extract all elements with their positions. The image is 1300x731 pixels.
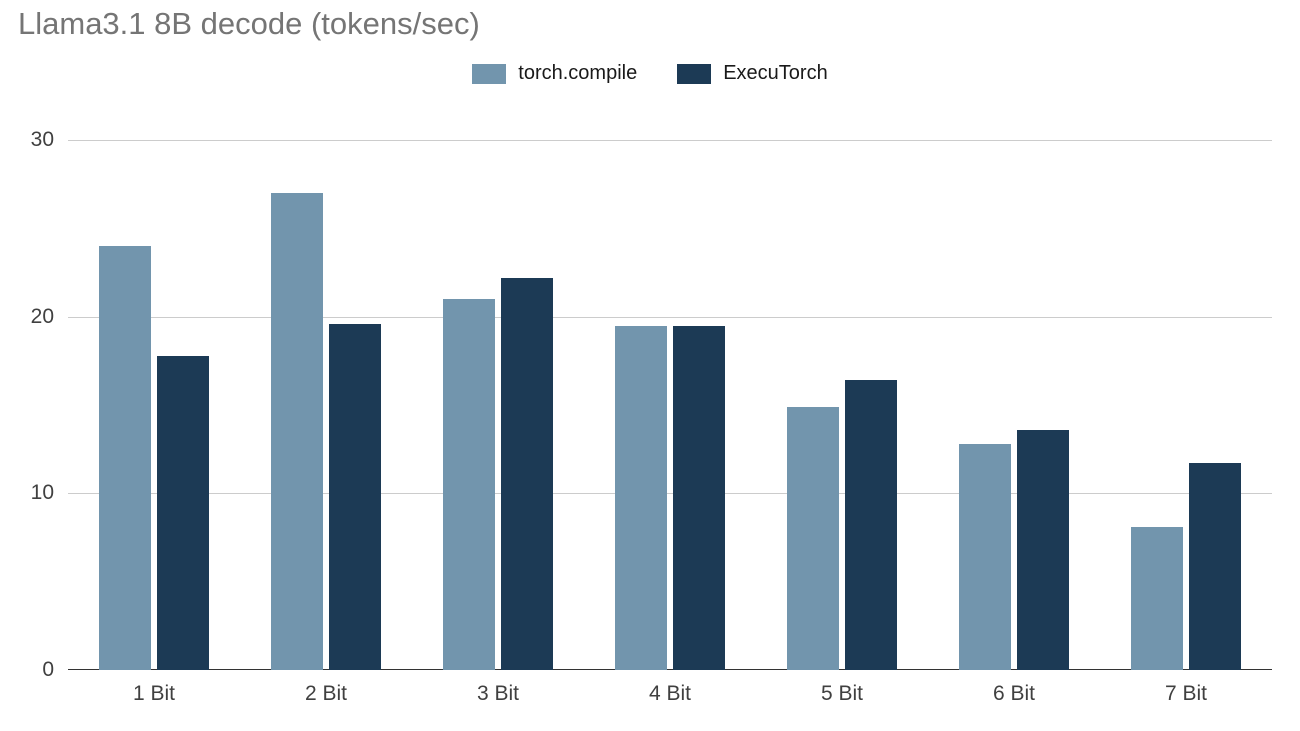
bar [1189, 463, 1241, 670]
bar [787, 407, 839, 670]
bar [157, 356, 209, 670]
bar-group: 4 Bit [584, 140, 756, 670]
y-tick-label: 10 [31, 481, 68, 505]
bar-group: 7 Bit [1100, 140, 1272, 670]
legend-item-0: torch.compile [472, 62, 637, 85]
bar [959, 444, 1011, 670]
chart-legend: torch.compile ExecuTorch [0, 62, 1300, 89]
legend-item-1: ExecuTorch [677, 62, 828, 85]
bar [99, 246, 151, 670]
bar [329, 324, 381, 670]
legend-swatch-0 [472, 64, 506, 84]
legend-label-0: torch.compile [518, 62, 637, 85]
x-tick-label: 4 Bit [649, 670, 691, 706]
x-tick-label: 1 Bit [133, 670, 175, 706]
bar [845, 380, 897, 670]
bar [443, 299, 495, 670]
bar [673, 326, 725, 671]
x-tick-label: 7 Bit [1165, 670, 1207, 706]
bar-group: 1 Bit [68, 140, 240, 670]
bar [615, 326, 667, 671]
x-tick-label: 5 Bit [821, 670, 863, 706]
y-tick-label: 30 [31, 128, 68, 152]
bar [271, 193, 323, 670]
bar [501, 278, 553, 670]
y-tick-label: 20 [31, 305, 68, 329]
plot-area: 01020301 Bit2 Bit3 Bit4 Bit5 Bit6 Bit7 B… [68, 140, 1272, 670]
chart-title: Llama3.1 8B decode (tokens/sec) [18, 6, 480, 42]
bar-group: 3 Bit [412, 140, 584, 670]
legend-swatch-1 [677, 64, 711, 84]
bar [1017, 430, 1069, 670]
y-tick-label: 0 [42, 658, 68, 682]
bar-group: 5 Bit [756, 140, 928, 670]
x-tick-label: 2 Bit [305, 670, 347, 706]
chart-container: Llama3.1 8B decode (tokens/sec) torch.co… [0, 0, 1300, 731]
legend-label-1: ExecuTorch [723, 62, 828, 85]
bar-group: 2 Bit [240, 140, 412, 670]
x-tick-label: 3 Bit [477, 670, 519, 706]
x-tick-label: 6 Bit [993, 670, 1035, 706]
bar-group: 6 Bit [928, 140, 1100, 670]
bar [1131, 527, 1183, 670]
